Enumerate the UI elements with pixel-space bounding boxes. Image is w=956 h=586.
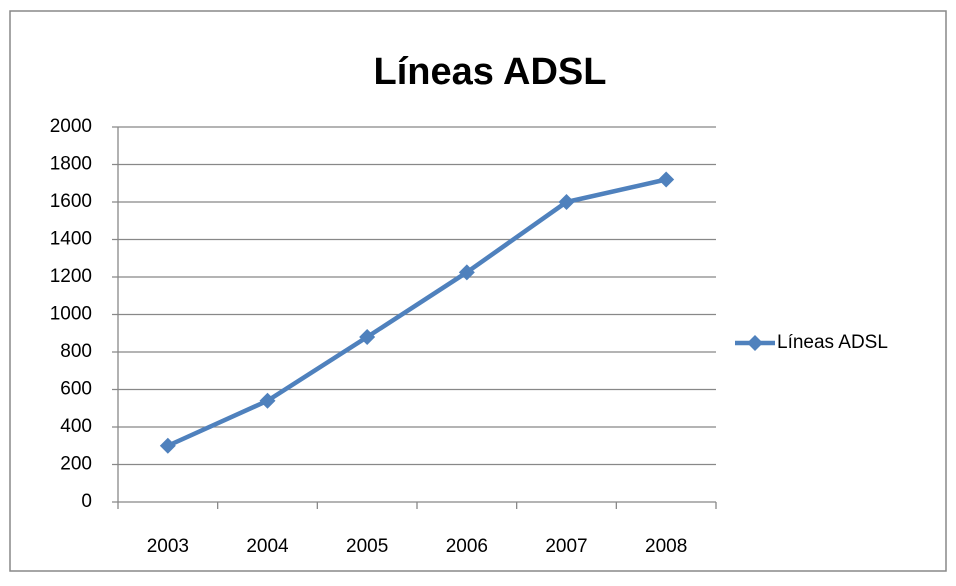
x-tick-label: 2003 (147, 536, 189, 557)
legend-label: Líneas ADSL (777, 332, 888, 353)
y-tick-label: 1200 (50, 266, 92, 287)
y-tick-label: 1800 (50, 154, 92, 175)
x-tick-label: 2005 (346, 536, 388, 557)
x-tick-label: 2006 (446, 536, 488, 557)
y-tick-label: 800 (60, 341, 92, 362)
y-tick-label: 1400 (50, 229, 92, 250)
legend-marker (747, 335, 763, 351)
y-tick-label: 0 (81, 491, 92, 512)
data-point (458, 264, 475, 281)
data-point (359, 329, 376, 345)
data-point (658, 171, 675, 188)
x-tick-label: 2007 (545, 536, 587, 557)
y-tick-label: 400 (60, 416, 92, 437)
x-tick-label: 2004 (246, 536, 289, 557)
chart-title: Líneas ADSL (374, 51, 607, 93)
series-line (166, 177, 667, 448)
y-tick-label: 200 (60, 454, 92, 475)
data-point (159, 437, 176, 454)
data-point (558, 194, 575, 210)
y-tick-label: 1000 (50, 304, 92, 325)
y-tick-label: 2000 (50, 116, 92, 137)
y-tick-label: 600 (60, 379, 92, 400)
chart-border (9, 10, 947, 572)
data-point (259, 392, 276, 409)
x-tick-label: 2008 (645, 536, 687, 557)
y-tick-label: 1600 (50, 191, 92, 212)
